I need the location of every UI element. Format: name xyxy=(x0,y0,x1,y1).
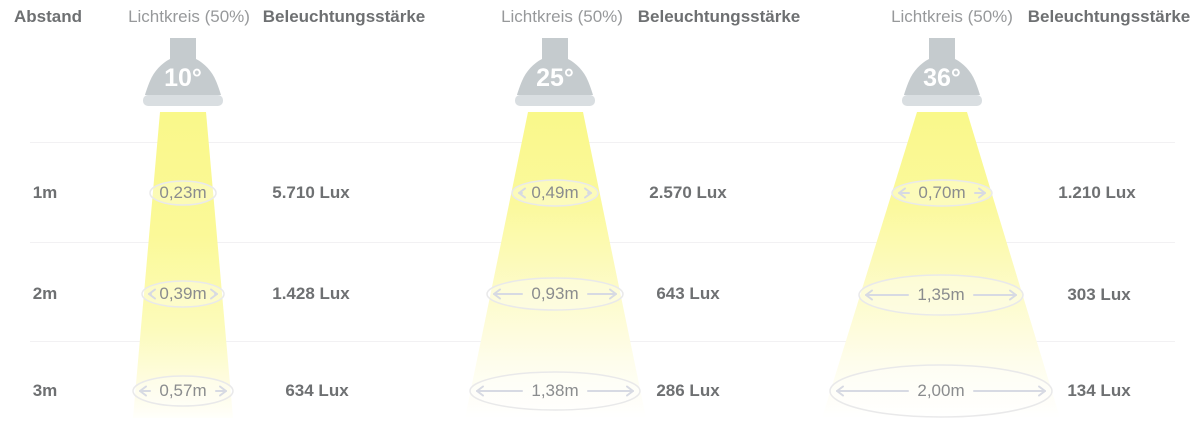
light-circle-ellipse xyxy=(469,371,641,411)
illuminance-value: 1.428 Lux xyxy=(272,284,350,303)
light-circle-diameter: 0,23m xyxy=(159,183,207,202)
illuminance-value: 634 Lux xyxy=(285,381,349,400)
header-lichtkreis: Lichtkreis (50%) xyxy=(891,7,1013,26)
header-beleuchtungsstaerke: Beleuchtungsstärke xyxy=(1027,7,1191,26)
spotlight-icon: 36° xyxy=(902,38,982,106)
light-circle-diameter: 1,35m xyxy=(917,285,965,304)
distance-label-3m: 3m xyxy=(32,381,58,400)
light-cone-36deg xyxy=(822,112,1060,418)
header-beleuchtungsstaerke: Beleuchtungsstärke xyxy=(637,7,801,26)
light-circle-ellipse xyxy=(511,179,599,207)
beam-angle-label: 10° xyxy=(164,64,202,92)
light-circle-ellipse xyxy=(149,180,217,206)
light-circle-ellipse xyxy=(829,364,1053,418)
illuminance-value: 134 Lux xyxy=(1067,381,1131,400)
light-circle-diameter: 0,57m xyxy=(159,381,207,400)
light-circle-ellipse xyxy=(486,277,624,311)
beam-angle-label: 36° xyxy=(923,64,961,92)
illuminance-value: 1.210 Lux xyxy=(1058,183,1136,202)
light-circle-diameter: 0,93m xyxy=(531,284,579,303)
illuminance-value: 643 Lux xyxy=(656,284,720,303)
distance-label-1m: 1m xyxy=(32,183,58,202)
distance-label-2m: 2m xyxy=(32,284,58,303)
light-circle-diameter: 1,38m xyxy=(531,381,579,400)
header-lichtkreis: Lichtkreis (50%) xyxy=(501,7,623,26)
header-abstand: Abstand xyxy=(14,7,82,26)
light-circle-ellipse xyxy=(858,274,1024,316)
light-circle-diameter: 0,49m xyxy=(531,183,579,202)
light-circle-ellipse xyxy=(891,179,993,207)
beam-angle-label: 25° xyxy=(536,64,574,92)
light-circle-ellipse xyxy=(141,280,225,308)
illuminance-value: 5.710 Lux xyxy=(272,183,350,202)
light-circle-diameter: 0,39m xyxy=(159,284,207,303)
light-cone-25deg xyxy=(465,112,646,418)
header-lichtkreis: Lichtkreis (50%) xyxy=(128,7,250,26)
spotlight-icon: 25° xyxy=(515,38,595,106)
light-cone-10deg xyxy=(133,112,233,418)
light-circle-ellipse xyxy=(132,375,234,407)
illuminance-value: 2.570 Lux xyxy=(649,183,727,202)
light-circle-diameter: 0,70m xyxy=(918,183,966,202)
illuminance-value: 286 Lux xyxy=(656,381,720,400)
header-beleuchtungsstaerke: Beleuchtungsstärke xyxy=(262,7,426,26)
spotlight-icon: 10° xyxy=(143,38,223,106)
row-separator xyxy=(30,142,1175,143)
light-circle-diameter: 2,00m xyxy=(917,381,965,400)
illuminance-value: 303 Lux xyxy=(1067,285,1131,304)
diameter-arrow xyxy=(139,187,1046,397)
